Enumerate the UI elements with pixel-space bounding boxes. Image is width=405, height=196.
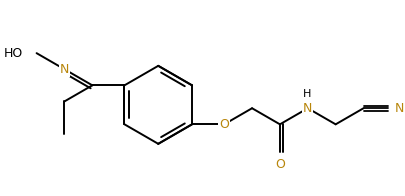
- Text: N: N: [394, 102, 403, 115]
- Text: N: N: [60, 63, 69, 76]
- Text: O: O: [274, 158, 284, 171]
- Text: N: N: [303, 102, 312, 115]
- Text: H: H: [302, 89, 310, 99]
- Text: HO: HO: [4, 47, 23, 60]
- Text: O: O: [219, 118, 228, 131]
